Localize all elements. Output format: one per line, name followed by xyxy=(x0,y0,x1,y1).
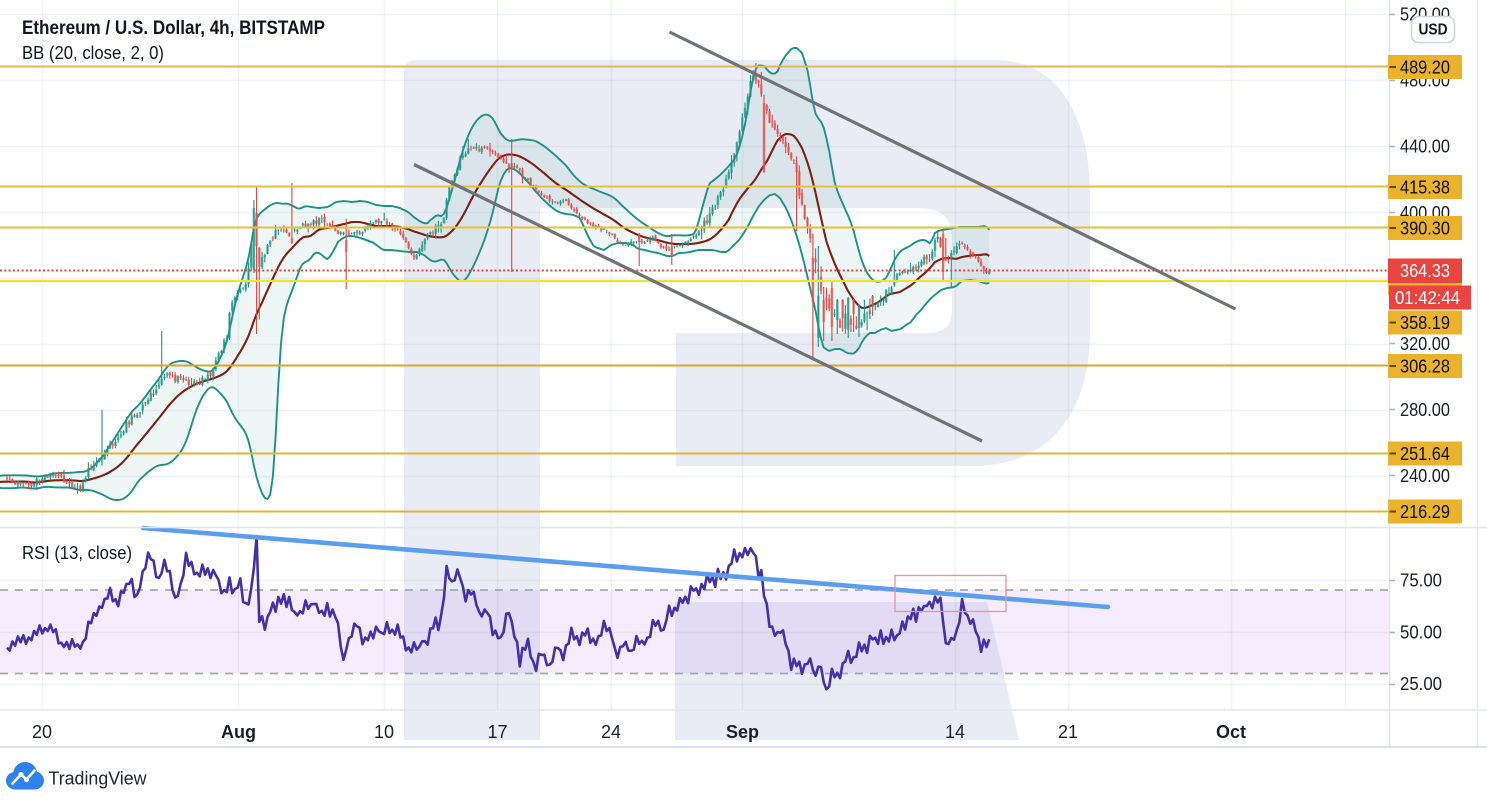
svg-text:14: 14 xyxy=(945,722,965,742)
svg-text:24: 24 xyxy=(601,722,621,742)
svg-text:216.29: 216.29 xyxy=(1400,502,1450,522)
svg-text:Aug: Aug xyxy=(221,722,256,742)
svg-text:415.38: 415.38 xyxy=(1400,178,1450,198)
svg-text:50.00: 50.00 xyxy=(1400,623,1442,643)
svg-text:USD: USD xyxy=(1419,22,1448,39)
svg-text:Oct: Oct xyxy=(1216,722,1246,742)
svg-text:306.28: 306.28 xyxy=(1400,357,1450,377)
svg-text:TradingView: TradingView xyxy=(49,768,148,789)
svg-text:25.00: 25.00 xyxy=(1400,674,1442,694)
svg-text:364.33: 364.33 xyxy=(1400,261,1450,281)
svg-text:358.19: 358.19 xyxy=(1400,313,1450,333)
svg-text:240.00: 240.00 xyxy=(1400,466,1450,486)
svg-text:BB (20, close, 2, 0): BB (20, close, 2, 0) xyxy=(22,42,164,63)
svg-text:390.30: 390.30 xyxy=(1400,219,1450,239)
svg-text:75.00: 75.00 xyxy=(1400,571,1442,591)
svg-text:20: 20 xyxy=(32,722,52,742)
svg-text:320.00: 320.00 xyxy=(1400,334,1450,354)
svg-text:21: 21 xyxy=(1058,722,1078,742)
svg-text:251.64: 251.64 xyxy=(1400,444,1450,464)
svg-text:10: 10 xyxy=(374,722,394,742)
svg-text:Sep: Sep xyxy=(726,722,759,742)
svg-text:280.00: 280.00 xyxy=(1400,400,1450,420)
svg-text:RSI (13, close): RSI (13, close) xyxy=(22,542,132,563)
svg-text:17: 17 xyxy=(487,722,507,742)
svg-text:440.00: 440.00 xyxy=(1400,137,1450,157)
svg-text:01:42:44: 01:42:44 xyxy=(1395,288,1460,308)
svg-text:Ethereum / U.S. Dollar, 4h, BI: Ethereum / U.S. Dollar, 4h, BITSTAMP xyxy=(22,18,325,39)
svg-text:489.20: 489.20 xyxy=(1400,58,1450,78)
